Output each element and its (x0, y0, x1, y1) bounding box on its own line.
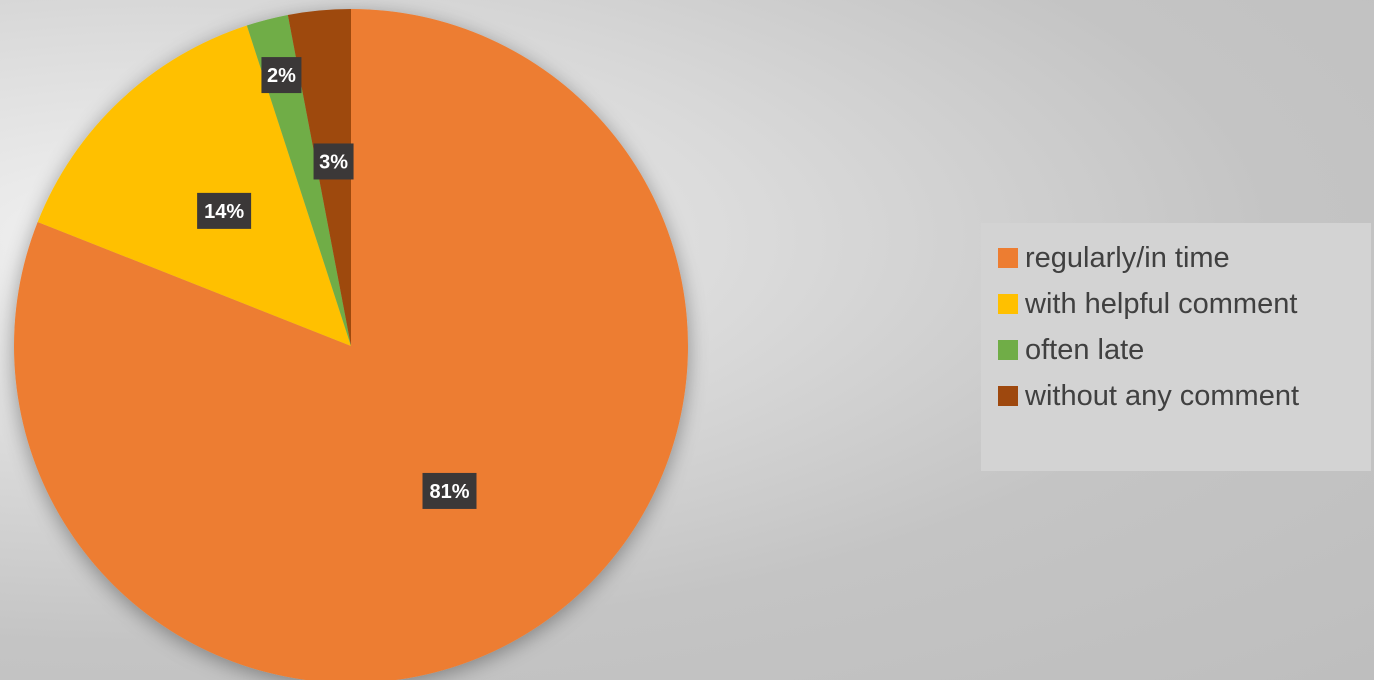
legend-item-regularly-in-time: regularly/in time (998, 235, 1371, 281)
data-label-without-any-comment: 3% (313, 143, 354, 180)
data-label-text: 14% (204, 201, 244, 223)
data-label-often-late: 2% (261, 57, 302, 94)
slice-regularly-in-time (14, 9, 688, 680)
legend-item-often-late: often late (998, 327, 1371, 373)
data-label-box (422, 472, 477, 509)
legend-swatch (998, 294, 1018, 314)
legend-swatch (998, 386, 1018, 406)
data-label-box (197, 192, 252, 229)
data-label-regularly-in-time: 81% (422, 472, 477, 509)
data-label-text: 3% (319, 151, 348, 173)
legend-swatch (998, 248, 1018, 268)
legend-item-with-helpful-comment: with helpful comment (998, 281, 1371, 327)
pie-slices (14, 9, 688, 680)
legend-swatch (998, 340, 1018, 360)
legend-label: with helpful comment (1025, 287, 1298, 320)
data-label-box (313, 143, 354, 180)
data-label-with-helpful-comment: 14% (197, 192, 252, 229)
legend-label: without any comment (1025, 379, 1300, 412)
legend-item-without-any-comment: without any comment (998, 373, 1371, 419)
slice-often-late (246, 14, 351, 346)
data-label-text: 2% (267, 65, 296, 87)
data-labels: 81% 14% 2% 3% (197, 57, 477, 509)
data-label-box (261, 57, 302, 94)
legend-label: regularly/in time (1025, 241, 1230, 274)
data-label-text: 81% (429, 481, 469, 503)
slice-with-helpful-comment (37, 25, 352, 346)
legend-label: often late (1025, 333, 1145, 366)
legend: regularly/in time with helpful comment oft… (981, 223, 1371, 471)
